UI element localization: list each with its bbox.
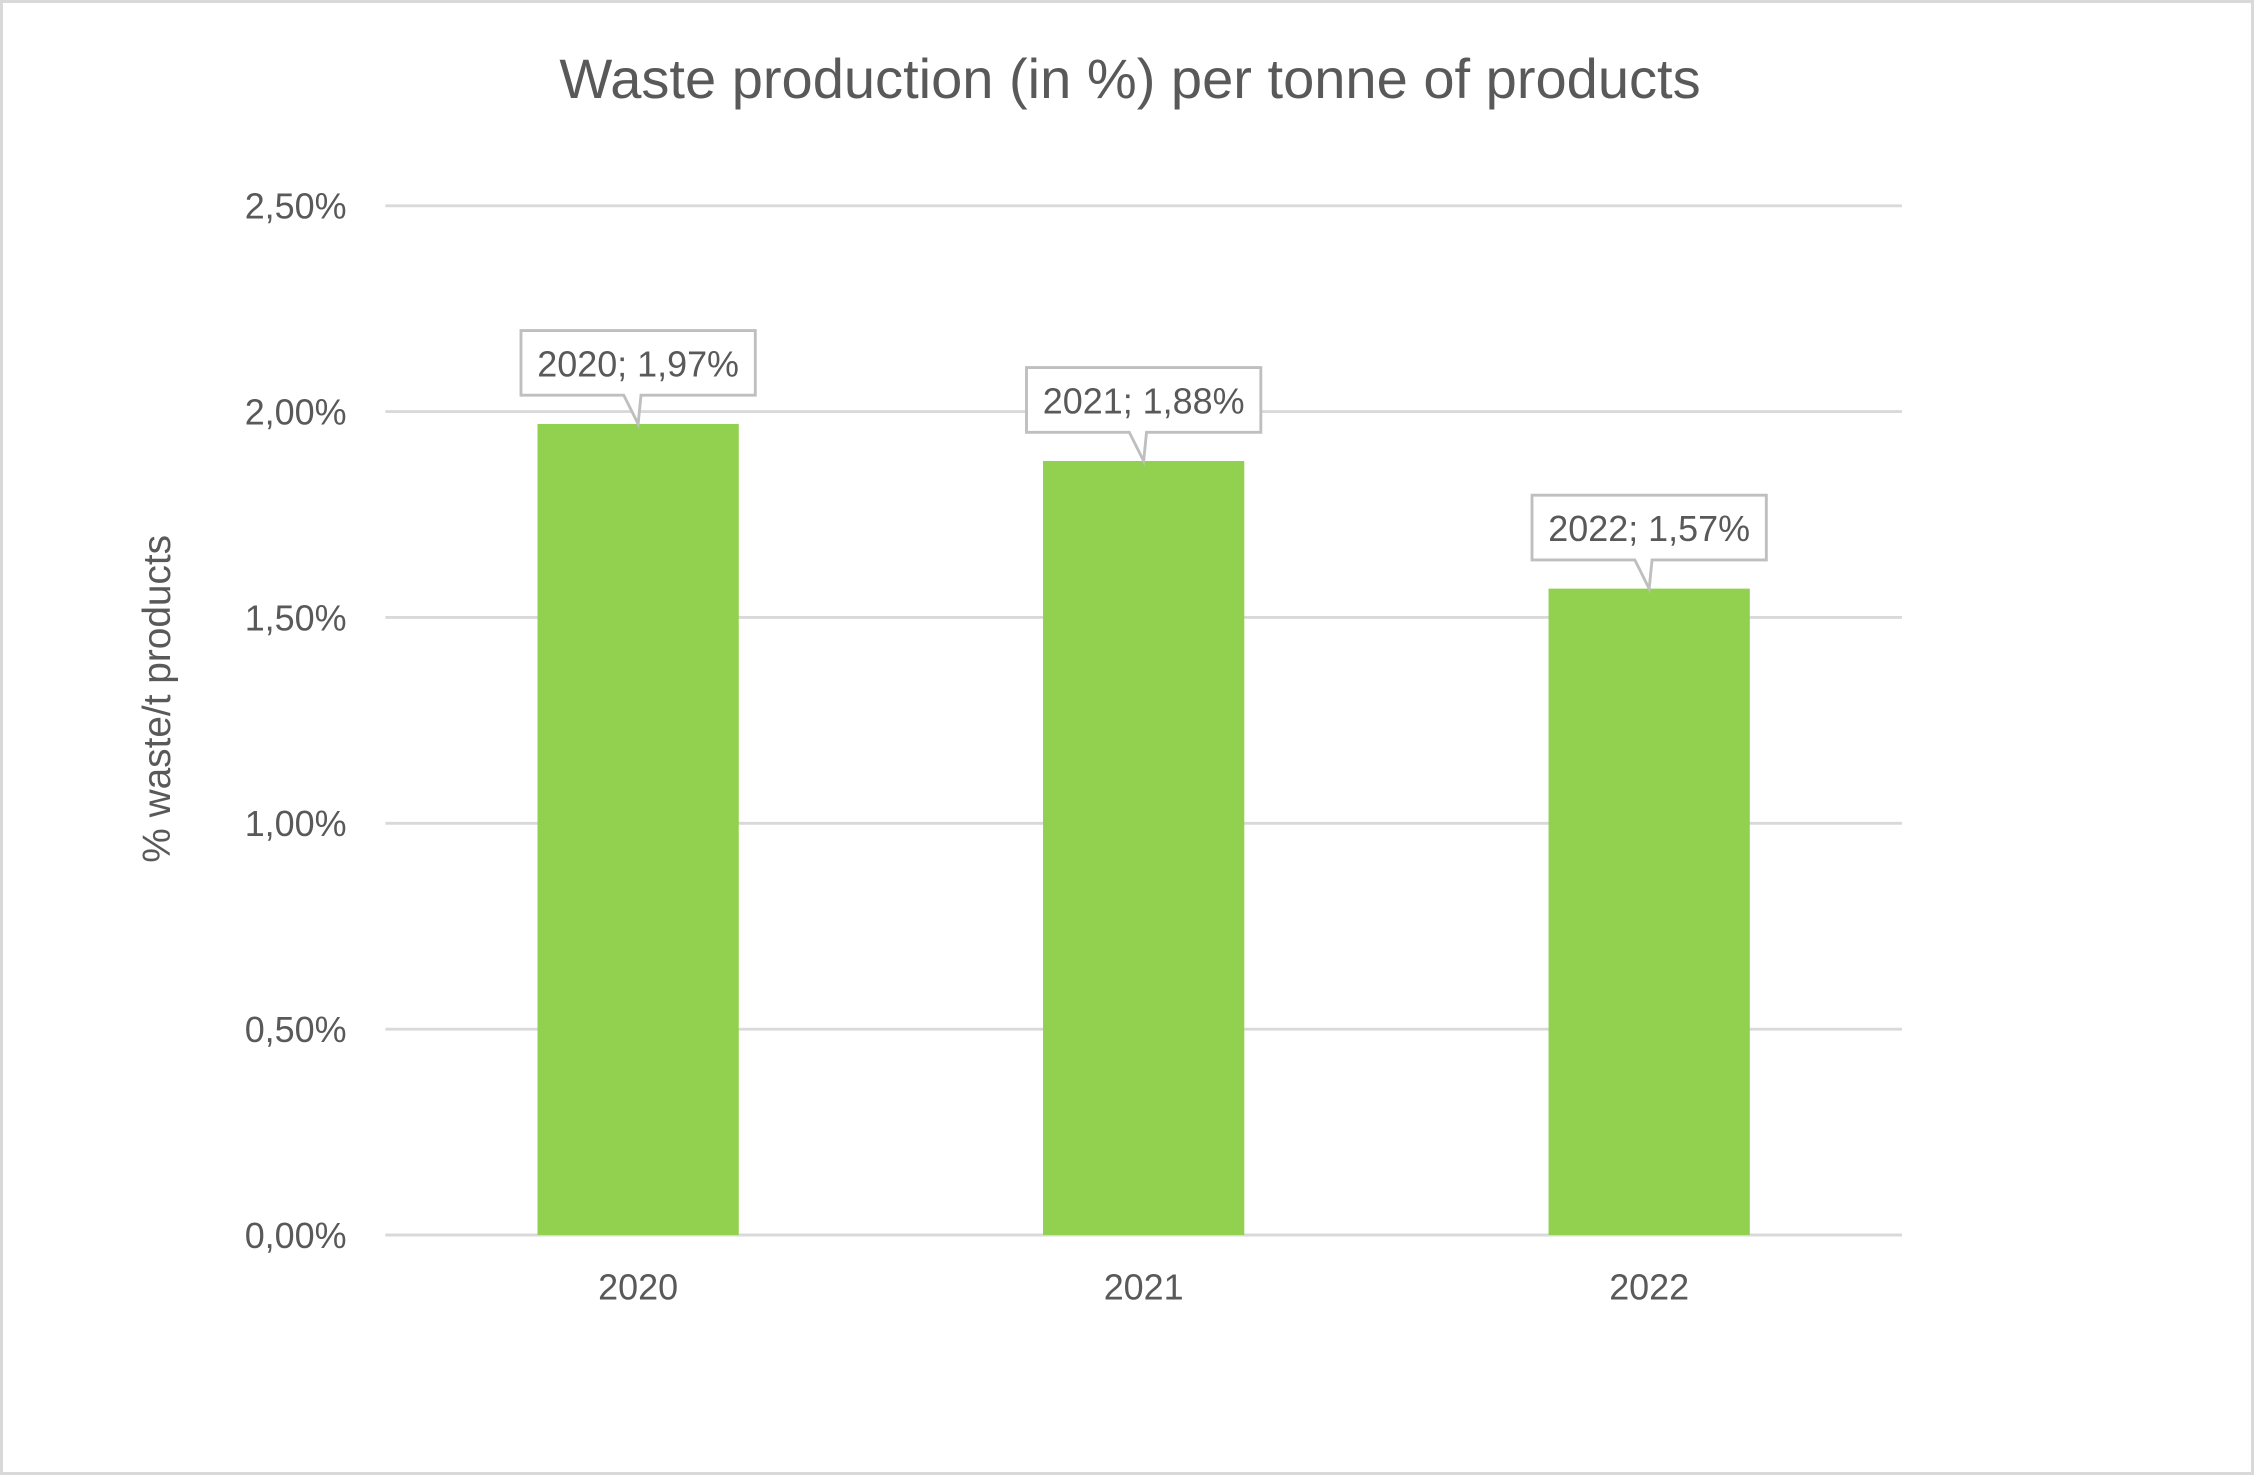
y-tick-label: 0,50% <box>245 1009 347 1050</box>
y-tick-label: 2,00% <box>245 392 347 433</box>
data-label-2021: 2021; 1,88% <box>1025 366 1263 467</box>
y-tick-labels: 0,00% 0,50% 1,00% 1,50% 2,00% 2,50% <box>245 186 347 1256</box>
bar-2022 <box>1548 588 1750 1235</box>
chart-title: Waste production (in %) per tonne of pro… <box>559 47 1700 110</box>
data-label-callout <box>519 329 757 430</box>
data-label-text: 2022; 1,57% <box>1548 508 1750 549</box>
data-label-2022: 2022; 1,57% <box>1530 493 1768 594</box>
x-tick-label: 2022 <box>1609 1267 1689 1308</box>
data-label-text: 2021; 1,88% <box>1043 381 1245 422</box>
x-tick-labels: 2020 2021 2022 <box>598 1267 1689 1308</box>
data-label-callout <box>1530 493 1768 594</box>
bar-2021 <box>1043 461 1245 1235</box>
data-labels: 2020; 1,97% 2021; 1,88% 2022; 1,57% <box>519 329 1768 594</box>
y-axis-label: % waste/t products <box>136 535 179 863</box>
bar-2020 <box>537 423 739 1235</box>
y-tick-label: 2,50% <box>245 186 347 227</box>
data-label-text: 2020; 1,97% <box>537 344 739 385</box>
x-tick-label: 2020 <box>598 1267 678 1308</box>
bars <box>537 423 1750 1235</box>
y-tick-label: 1,00% <box>245 803 347 844</box>
bar-chart: Waste production (in %) per tonne of pro… <box>136 47 1902 1308</box>
data-label-callout <box>1025 366 1263 467</box>
data-label-2020: 2020; 1,97% <box>519 329 757 430</box>
y-tick-label: 1,50% <box>245 597 347 638</box>
x-tick-label: 2021 <box>1104 1267 1184 1308</box>
y-tick-label: 0,00% <box>245 1215 347 1256</box>
